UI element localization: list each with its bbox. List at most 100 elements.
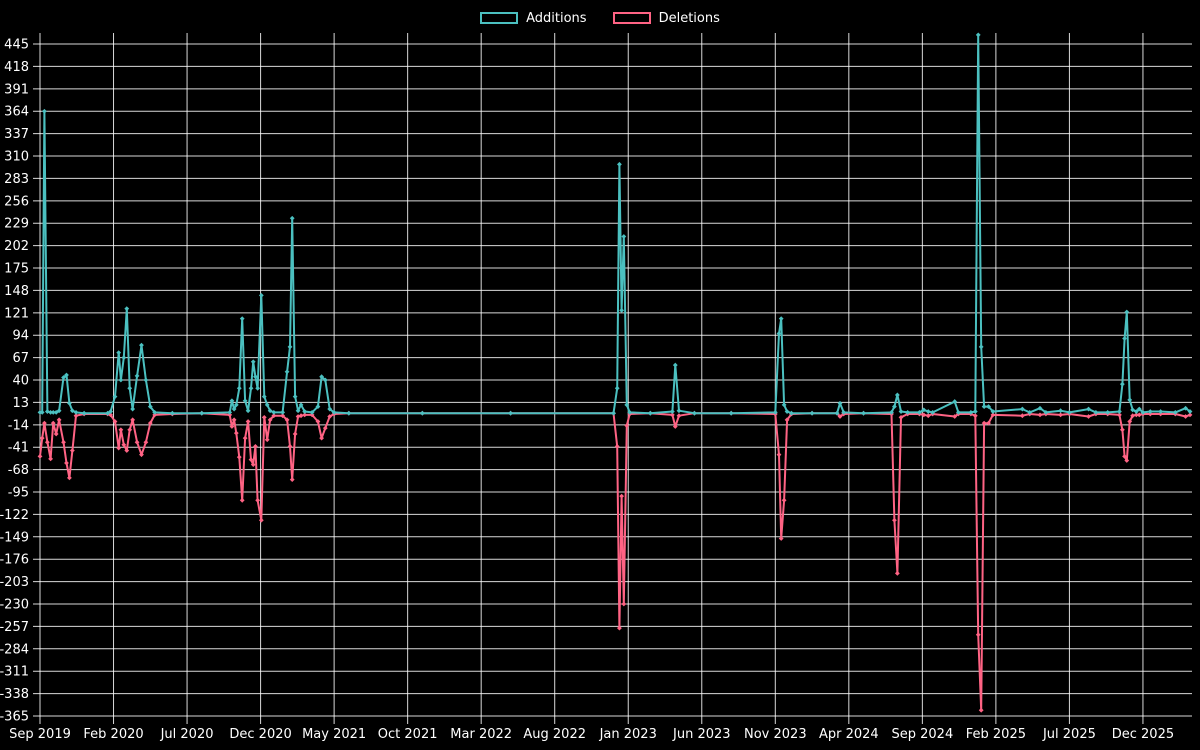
deletions-point-marker — [233, 430, 239, 436]
y-tick-label: 148 — [4, 284, 29, 299]
additions-point-marker — [619, 307, 625, 313]
additions-point-marker — [250, 359, 256, 365]
y-tick-label: -176 — [0, 553, 29, 568]
additions-point-marker — [67, 400, 72, 406]
deletions-point-marker — [73, 413, 79, 419]
deletions-point-marker — [617, 625, 622, 631]
y-tick-label: -95 — [8, 486, 29, 501]
additions-point-marker — [284, 369, 290, 375]
deletions-point-marker — [39, 435, 45, 441]
deletions-point-marker — [621, 601, 627, 607]
deletions-point-marker — [258, 517, 264, 523]
y-tick-label: 418 — [4, 60, 29, 75]
deletions-point-marker — [1019, 413, 1025, 419]
additions-point-marker — [1122, 336, 1127, 341]
additions-point-marker — [728, 410, 734, 416]
deletions-point-marker — [289, 477, 295, 482]
deletions-point-marker — [53, 431, 59, 437]
deletions-point-marker — [892, 517, 897, 523]
additions-point-marker — [309, 409, 315, 415]
legend-label-additions: Additions — [526, 10, 587, 26]
additions-point-marker — [319, 374, 325, 380]
y-tick-label: 310 — [4, 150, 29, 165]
additions-point-marker — [42, 108, 47, 114]
legend-label-deletions: Deletions — [658, 10, 720, 26]
deletions-point-marker — [250, 462, 256, 468]
additions-point-marker — [1067, 409, 1072, 415]
additions-point-marker — [64, 372, 69, 378]
additions-point-marker — [952, 399, 958, 404]
additions-point-marker — [1086, 406, 1091, 412]
additions-point-marker — [692, 410, 697, 416]
additions-point-marker — [1147, 409, 1153, 414]
deletions-point-marker — [975, 632, 981, 638]
y-tick-label: 229 — [4, 217, 29, 232]
x-tick-label: Oct 2021 — [378, 727, 438, 742]
additions-point-marker — [1105, 409, 1111, 415]
x-tick-label: Dec 2020 — [229, 727, 291, 742]
additions-point-marker — [776, 331, 782, 336]
deletions-point-marker — [327, 414, 333, 419]
additions-point-marker — [669, 409, 675, 414]
additions-point-marker — [837, 400, 843, 406]
y-tick-label: 13 — [12, 396, 29, 411]
additions-point-marker — [647, 410, 653, 416]
additions-point-marker — [73, 409, 79, 415]
x-tick-label: Aug 2022 — [523, 727, 586, 742]
additions-point-marker — [81, 410, 87, 416]
deletions-point-marker — [69, 448, 75, 453]
legend-item-deletions[interactable]: Deletions — [612, 10, 720, 26]
deletions-point-marker — [248, 457, 254, 463]
additions-point-marker — [253, 374, 258, 380]
additions-point-marker — [892, 404, 897, 409]
additions-point-marker — [917, 409, 922, 415]
legend-item-additions[interactable]: Additions — [480, 10, 587, 26]
additions-point-marker — [905, 409, 911, 415]
additions-point-marker — [784, 409, 790, 414]
additions-point-marker — [1140, 409, 1146, 415]
additions-point-marker — [44, 409, 50, 414]
x-tick-label: Jul 2025 — [1042, 727, 1096, 742]
additions-point-marker — [621, 234, 627, 239]
additions-point-marker — [981, 404, 987, 409]
deletions-point-marker — [118, 427, 124, 433]
additions-point-marker — [229, 398, 235, 404]
y-tick-label: 40 — [12, 374, 29, 389]
deletions-point-marker — [42, 420, 47, 426]
y-tick-label: 445 — [4, 38, 29, 53]
additions-point-marker — [614, 385, 620, 391]
y-tick-label: -284 — [0, 642, 29, 657]
deletions-point-marker — [319, 435, 325, 441]
additions-point-marker — [39, 409, 45, 415]
additions-point-marker — [955, 409, 961, 415]
deletions-point-marker — [302, 412, 308, 418]
y-tick-label: -122 — [0, 508, 29, 523]
x-tick-label: Sep 2019 — [9, 727, 71, 742]
additions-point-marker — [1127, 397, 1133, 403]
additions-point-marker — [772, 409, 778, 415]
additions-point-marker — [134, 373, 140, 379]
additions-point-marker — [1183, 405, 1188, 411]
deletions-point-marker — [1086, 414, 1091, 419]
additions-point-marker — [925, 409, 931, 414]
x-tick-label: Jun 2023 — [672, 727, 731, 742]
deletions-point-marker — [134, 439, 140, 445]
additions-point-marker — [841, 409, 847, 415]
deletions-point-marker — [56, 417, 62, 423]
deletions-point-marker — [139, 452, 144, 458]
additions-point-marker — [295, 408, 301, 414]
additions-point-marker — [990, 409, 996, 414]
deletions-point-marker — [255, 497, 261, 503]
additions-point-marker — [61, 375, 66, 380]
deletions-point-marker — [67, 475, 72, 481]
deletions-point-marker — [227, 412, 233, 418]
y-tick-label: 94 — [12, 329, 29, 344]
additions-point-marker — [271, 409, 277, 415]
additions-point-marker — [121, 355, 127, 361]
deletions-point-marker — [1058, 412, 1063, 418]
additions-point-marker — [48, 409, 53, 415]
additions-point-marker — [978, 344, 984, 350]
